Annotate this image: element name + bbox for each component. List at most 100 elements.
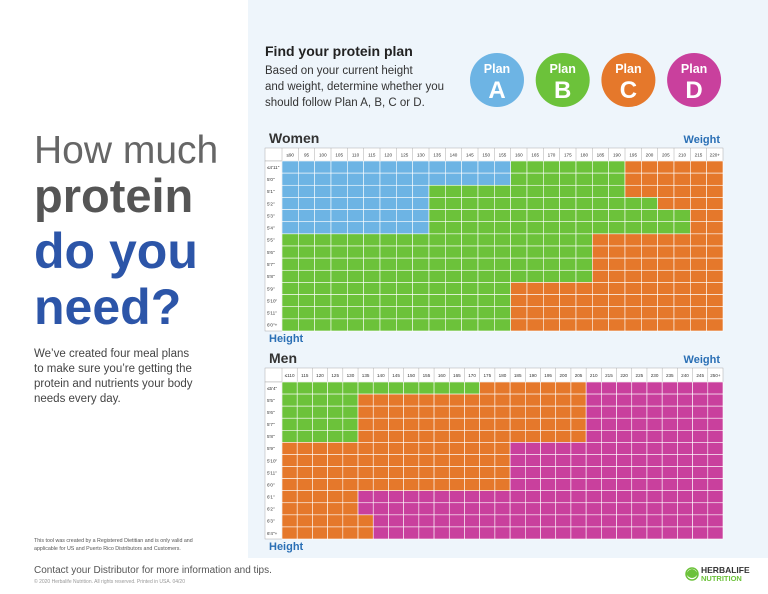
plan-cell — [525, 466, 541, 479]
plan-cell — [657, 294, 675, 308]
plan-cell — [690, 184, 707, 198]
weight-tick-label: 210 — [590, 373, 598, 378]
plan-cell — [601, 430, 617, 443]
plan-cell — [327, 502, 344, 516]
plan-cell — [559, 306, 577, 320]
plan-cell — [624, 318, 642, 332]
plan-cell — [526, 172, 544, 186]
height-tick-label: 5'9" — [267, 286, 275, 291]
plan-cell — [357, 393, 374, 407]
plan-cell — [646, 430, 663, 443]
plan-cell — [559, 257, 577, 271]
plan-label: Plan — [484, 62, 510, 76]
plan-cell — [428, 172, 446, 186]
plan-cell — [296, 478, 313, 491]
plan-cell — [494, 405, 511, 419]
plan-cell — [601, 417, 617, 431]
plan-cell — [494, 417, 511, 431]
plan-cell — [540, 466, 557, 479]
plan-cell — [464, 526, 480, 540]
plan-cell — [281, 381, 298, 395]
plan-letter: B — [554, 77, 571, 104]
weight-tick-label: 115 — [368, 153, 376, 158]
plan-cell — [412, 269, 430, 283]
plan-cell — [448, 417, 465, 431]
plan-cell — [363, 160, 381, 174]
plan-cell — [403, 430, 420, 443]
plan-cell — [379, 282, 397, 295]
plan-cell — [296, 502, 313, 516]
plan-cell — [641, 197, 658, 210]
plan-cell — [448, 381, 465, 395]
weight-tick-label: 170 — [548, 153, 556, 158]
plan-cell — [559, 209, 577, 223]
height-tick-label: 5'7" — [267, 422, 275, 427]
plan-cell — [372, 381, 389, 395]
plan-cell — [330, 318, 348, 332]
weight-tick-label: 140 — [450, 153, 458, 158]
plan-cell — [477, 221, 495, 235]
plan-cell — [298, 294, 315, 308]
plan-cell — [608, 221, 626, 235]
plan-cell — [555, 405, 572, 419]
plan-cell — [509, 454, 526, 467]
plan-cell — [494, 454, 511, 467]
plan-cell — [412, 294, 430, 308]
plan-cell — [641, 282, 658, 295]
weight-tick-label: 105 — [335, 153, 343, 158]
copyright: © 2020 Herbalife Nutrition. All rights r… — [34, 578, 185, 585]
plan-cell — [706, 269, 724, 283]
plan-cell — [357, 417, 374, 431]
plan-cell — [575, 282, 593, 295]
plan-cell — [396, 197, 413, 210]
plan-cell — [448, 405, 465, 419]
plan-cell — [372, 466, 389, 479]
plan-cell — [555, 502, 572, 516]
plan-cell — [418, 417, 435, 431]
plan-cell — [464, 514, 480, 528]
plan-cell — [616, 466, 633, 479]
plan-cell — [677, 490, 693, 504]
weight-tick-label: 130 — [347, 373, 355, 378]
plan-cell — [477, 184, 495, 198]
plan-cell — [357, 478, 374, 491]
plan-cell — [525, 393, 541, 407]
height-tick-label: 5'0" — [267, 177, 275, 182]
plan-cell — [312, 502, 328, 516]
plan-cell — [445, 233, 462, 247]
plan-cell — [433, 490, 450, 504]
plan-label: Plan — [549, 62, 575, 76]
height-tick-label: ≤4'11" — [267, 165, 280, 170]
height-tick-label: 5'2" — [267, 201, 275, 206]
plan-cell — [641, 318, 658, 332]
height-column — [264, 160, 283, 332]
plan-cell — [575, 257, 593, 271]
height-tick-label: 5'9" — [267, 446, 275, 451]
plan-cell — [281, 306, 299, 320]
plan-cell — [363, 294, 381, 308]
plan-cell — [555, 381, 572, 395]
plan-cell — [555, 454, 572, 467]
plan-cell — [673, 233, 691, 247]
plan-cell — [646, 442, 663, 455]
plan-cell — [631, 417, 648, 431]
weight-tick-label: 120 — [384, 153, 392, 158]
plan-cell — [692, 466, 709, 479]
plan-cell — [494, 245, 511, 259]
plan-cell — [616, 478, 633, 491]
plan-cell — [690, 282, 707, 295]
plan-cell — [661, 405, 678, 419]
plan-cell — [494, 381, 511, 395]
plan-cell — [281, 172, 299, 186]
plan-cell — [608, 318, 626, 332]
plan-cell — [296, 526, 313, 540]
plan-cell — [646, 466, 663, 479]
plan-cell — [570, 502, 587, 516]
plan-cell — [543, 269, 560, 283]
plan-cell — [388, 381, 404, 395]
plan-cell — [608, 184, 626, 198]
plan-cell — [281, 526, 298, 540]
plan-cell — [464, 490, 480, 504]
plan-cell — [314, 160, 332, 174]
plan-cell — [388, 514, 404, 528]
